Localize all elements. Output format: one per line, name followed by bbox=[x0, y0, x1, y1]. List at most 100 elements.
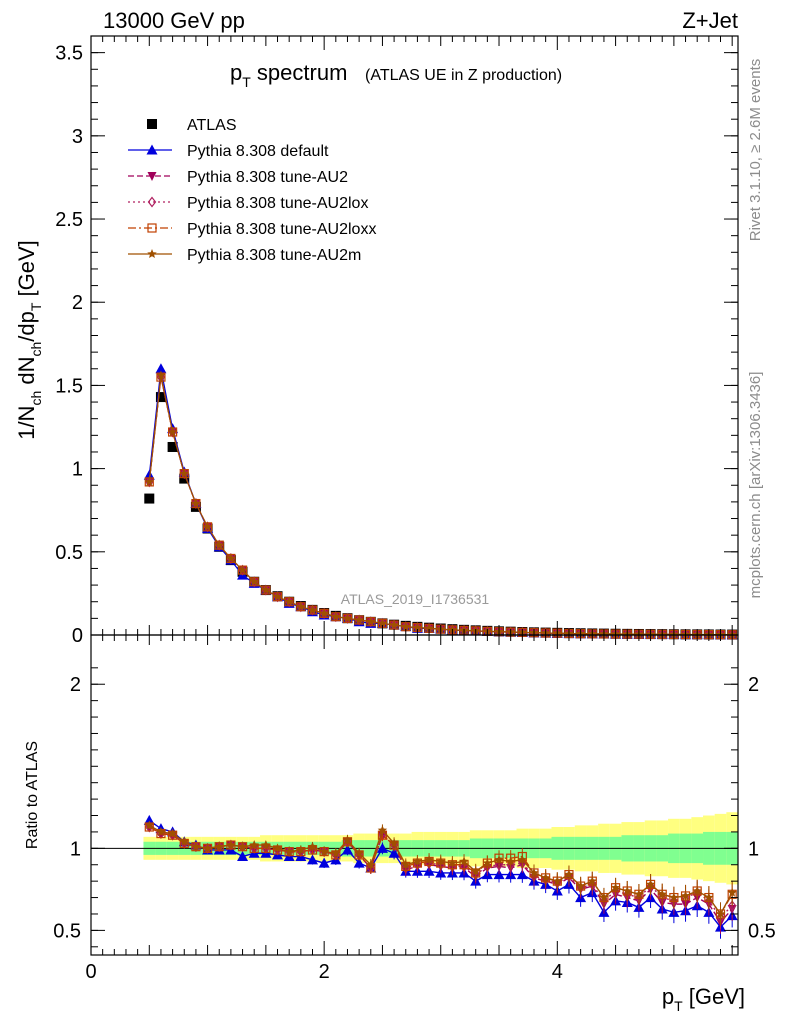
ratio-series-point bbox=[226, 840, 236, 850]
ratio-series-point bbox=[412, 856, 423, 866]
ratio-series-point bbox=[341, 844, 353, 855]
main-series-point bbox=[167, 441, 178, 452]
ratio-series-point bbox=[645, 879, 656, 889]
main-series-point bbox=[296, 601, 306, 611]
ratio-series-point bbox=[401, 859, 411, 869]
ratio-y-tick-label-left: 0.5 bbox=[53, 920, 81, 942]
ratio-series-point bbox=[144, 820, 155, 830]
ratio-series-point bbox=[388, 847, 400, 858]
ratio-series-point bbox=[669, 892, 679, 902]
main-series-point bbox=[272, 591, 283, 601]
ratio-series-point bbox=[540, 872, 551, 882]
ratio-series-point bbox=[342, 835, 353, 845]
ratio-series-point bbox=[727, 900, 737, 912]
legend-entry: Pythia 8.308 tune-AU2 bbox=[128, 169, 348, 186]
main-y-tick-label: 1.5 bbox=[55, 375, 83, 397]
ratio-series-point bbox=[179, 836, 190, 846]
main-series-point bbox=[144, 493, 155, 504]
main-series-point bbox=[155, 363, 167, 374]
ratio-series-point bbox=[354, 848, 364, 858]
legend-marker bbox=[147, 223, 157, 233]
ratio-series-point bbox=[494, 854, 504, 864]
main-y-tick-label: 0 bbox=[72, 625, 83, 647]
main-series-point bbox=[261, 585, 271, 595]
ratio-series-4 bbox=[144, 820, 737, 926]
ratio-series-point bbox=[587, 876, 598, 886]
legend-marker bbox=[147, 249, 157, 259]
ratio-series-point bbox=[517, 854, 528, 864]
plot-title-tail: spectrum bbox=[251, 60, 348, 85]
legend-marker bbox=[146, 144, 158, 155]
ratio-series-point bbox=[214, 841, 224, 851]
main-series-point bbox=[424, 623, 434, 633]
ratio-series-point bbox=[552, 876, 563, 886]
ratio-series-point bbox=[657, 889, 667, 899]
ratio-series-point bbox=[470, 866, 481, 876]
main-y-axis-label: 1/Nch dNch/dpT [GeV] bbox=[14, 240, 44, 440]
ratio-series-point bbox=[447, 858, 458, 868]
legend-label: Pythia 8.308 default bbox=[187, 143, 329, 160]
ratio-series-point bbox=[564, 869, 574, 879]
ratio-series-point bbox=[389, 838, 399, 848]
ratio-series-point bbox=[529, 867, 539, 877]
ratio-y-tick-label-right: 1 bbox=[748, 838, 759, 860]
x-tick-label: 4 bbox=[552, 961, 563, 983]
mcplots-side-label: mcplots.cern.ch [arXiv:1306.3436] bbox=[747, 372, 764, 599]
legend-entry: ATLAS bbox=[147, 117, 237, 134]
ratio-series-point bbox=[167, 828, 178, 838]
main-series-point bbox=[412, 622, 423, 632]
axis-ticks: 00.511.522.533.50 2 40.5 0.51 12 2 bbox=[53, 36, 776, 983]
plot-title-note: (ATLAS UE in Z production) bbox=[365, 67, 562, 84]
legend-marker bbox=[147, 119, 157, 129]
ratio-series-point bbox=[272, 843, 283, 853]
ratio-series-point bbox=[319, 846, 329, 856]
main-y-tick-label: 3 bbox=[72, 126, 83, 148]
main-series-point bbox=[155, 392, 166, 403]
main-series-point bbox=[226, 553, 236, 563]
ratio-series-point bbox=[516, 869, 528, 880]
main-y-tick-label: 2.5 bbox=[55, 209, 83, 231]
ratio-series-point bbox=[435, 856, 446, 866]
ratio-series-point bbox=[306, 854, 318, 865]
ratio-series-group bbox=[143, 814, 738, 939]
legend: ATLAS Pythia 8.308 default Pythia 8.308 tu… bbox=[128, 117, 376, 264]
legend-entry: Pythia 8.308 tune-AU2m bbox=[128, 247, 361, 264]
ratio-series-point bbox=[482, 858, 493, 868]
ratio-series-point bbox=[307, 841, 318, 851]
plot-title: pT spectrum bbox=[230, 60, 347, 90]
main-series-point bbox=[249, 576, 259, 586]
legend-label: ATLAS bbox=[187, 117, 237, 134]
x-tick-label: 0 bbox=[85, 961, 96, 983]
ratio-series-point bbox=[692, 886, 702, 896]
main-series-point bbox=[377, 618, 388, 628]
legend-marker bbox=[147, 196, 157, 208]
ratio-series-point bbox=[575, 881, 586, 891]
rivet-side-label: Rivet 3.1.10, ≥ 2.6M events bbox=[747, 59, 764, 242]
ratio-series-point bbox=[202, 843, 213, 853]
main-series-point bbox=[143, 469, 155, 480]
ratio-series-point bbox=[610, 882, 621, 892]
ratio-series-point bbox=[680, 890, 691, 900]
x-tick-label: 2 bbox=[319, 961, 330, 983]
main-y-tick-label: 1 bbox=[72, 459, 83, 481]
legend-entry: Pythia 8.308 default bbox=[128, 143, 329, 160]
ratio-series-point bbox=[237, 851, 249, 862]
main-series-point bbox=[401, 621, 411, 631]
ratio-series-point bbox=[156, 826, 166, 836]
main-series-point bbox=[331, 611, 341, 621]
main-y-tick-label: 3.5 bbox=[55, 43, 83, 65]
main-series-point bbox=[202, 521, 213, 531]
ratio-series-point bbox=[459, 856, 469, 866]
main-series-point bbox=[167, 427, 178, 437]
ratio-plot-frame bbox=[90, 634, 739, 956]
main-series-point bbox=[144, 476, 155, 486]
legend-entry: Pythia 8.308 tune-AU2loxx bbox=[128, 221, 376, 238]
ratio-series-point bbox=[727, 887, 737, 897]
main-series-point bbox=[342, 613, 353, 623]
plot-title-main: p bbox=[230, 60, 242, 85]
ratio-series-point bbox=[237, 841, 248, 851]
main-series-point bbox=[237, 565, 248, 575]
main-series-point bbox=[389, 620, 399, 630]
ratio-series-point bbox=[377, 825, 388, 835]
